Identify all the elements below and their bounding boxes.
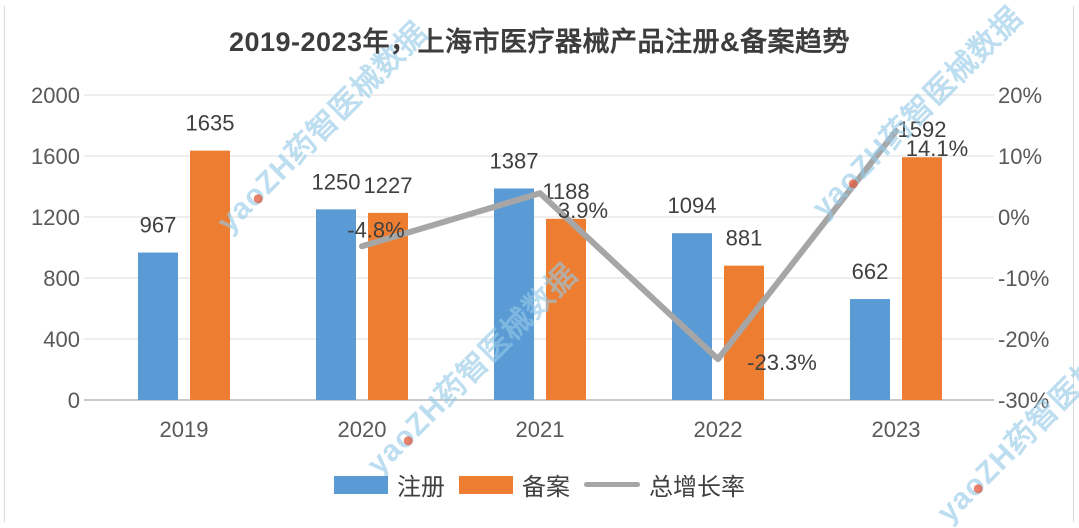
bar-value-label-registration-2021: 1387 (490, 148, 539, 173)
bar-registration-2021 (494, 188, 534, 400)
panel-border-right (1073, 6, 1074, 522)
legend-item-registration: 注册 (334, 467, 445, 502)
legend-swatch-growth-rate (584, 482, 640, 487)
x-axis-label-2020: 2020 (338, 417, 387, 442)
y-axis-label-right: -20% (998, 327, 1049, 352)
line-value-label-2021: 3.9% (558, 198, 608, 223)
y-axis-label-left: 0 (68, 388, 80, 413)
bar-registration-2019 (138, 252, 178, 400)
x-axis-label-2019: 2019 (160, 417, 209, 442)
growth-rate-line (359, 128, 899, 363)
legend-label-registration: 注册 (397, 474, 445, 501)
y-axis-label-right: -30% (998, 388, 1049, 413)
bar-value-label-filing-2019: 1635 (186, 111, 235, 136)
chart-title: 2019-2023年，上海市医疗器械产品注册&备案趋势 (228, 27, 851, 57)
bar-filing-2022 (724, 265, 764, 400)
x-axis-label-2023: 2023 (872, 417, 921, 442)
y-axis-label-left: 800 (43, 266, 80, 291)
bar-filing-2019 (190, 150, 230, 400)
panel-border-left (4, 6, 5, 522)
legend-item-growth-rate: 总增长率 (584, 467, 745, 502)
chart-legend: 注册 备案 总增长率 (0, 467, 1079, 502)
x-axis-label-2022: 2022 (694, 417, 743, 442)
line-value-label-2023: 14.1% (906, 136, 968, 161)
y-axis-label-left: 2000 (31, 83, 80, 108)
bar-value-label-registration-2022: 1094 (668, 193, 717, 218)
x-axis-label-2021: 2021 (516, 417, 565, 442)
legend-swatch-registration (334, 475, 388, 494)
y-axis-label-right: 20% (998, 83, 1042, 108)
legend-item-filing: 备案 (459, 467, 570, 502)
y-axis-label-right: -10% (998, 266, 1049, 291)
y-axis-label-left: 1600 (31, 144, 80, 169)
y-axis-label-right: 0% (998, 205, 1030, 230)
bar-value-label-registration-2023: 662 (852, 259, 889, 284)
bar-filing-2021 (546, 218, 586, 400)
bar-filing-2023 (902, 157, 942, 400)
bar-registration-2023 (850, 299, 890, 400)
y-axis-label-left: 1200 (31, 205, 80, 230)
bar-value-label-filing-2020: 1227 (364, 173, 413, 198)
bar-registration-2022 (672, 233, 712, 400)
bar-value-label-filing-2023: 1592 (898, 117, 947, 142)
line-value-label-2022: -23.3% (747, 350, 817, 375)
y-axis-label-right: 10% (998, 144, 1042, 169)
y-axis-label-left: 400 (43, 327, 80, 352)
legend-label-growth-rate: 总增长率 (649, 474, 745, 501)
bar-value-label-registration-2020: 1250 (312, 169, 361, 194)
bar-registration-2020 (316, 209, 356, 400)
bar-value-label-filing-2022: 881 (726, 226, 763, 251)
line-value-label-2020: -4.8% (347, 217, 404, 242)
bar-value-label-registration-2019: 967 (140, 213, 177, 238)
legend-label-filing: 备案 (522, 474, 570, 501)
legend-swatch-filing (459, 475, 513, 494)
